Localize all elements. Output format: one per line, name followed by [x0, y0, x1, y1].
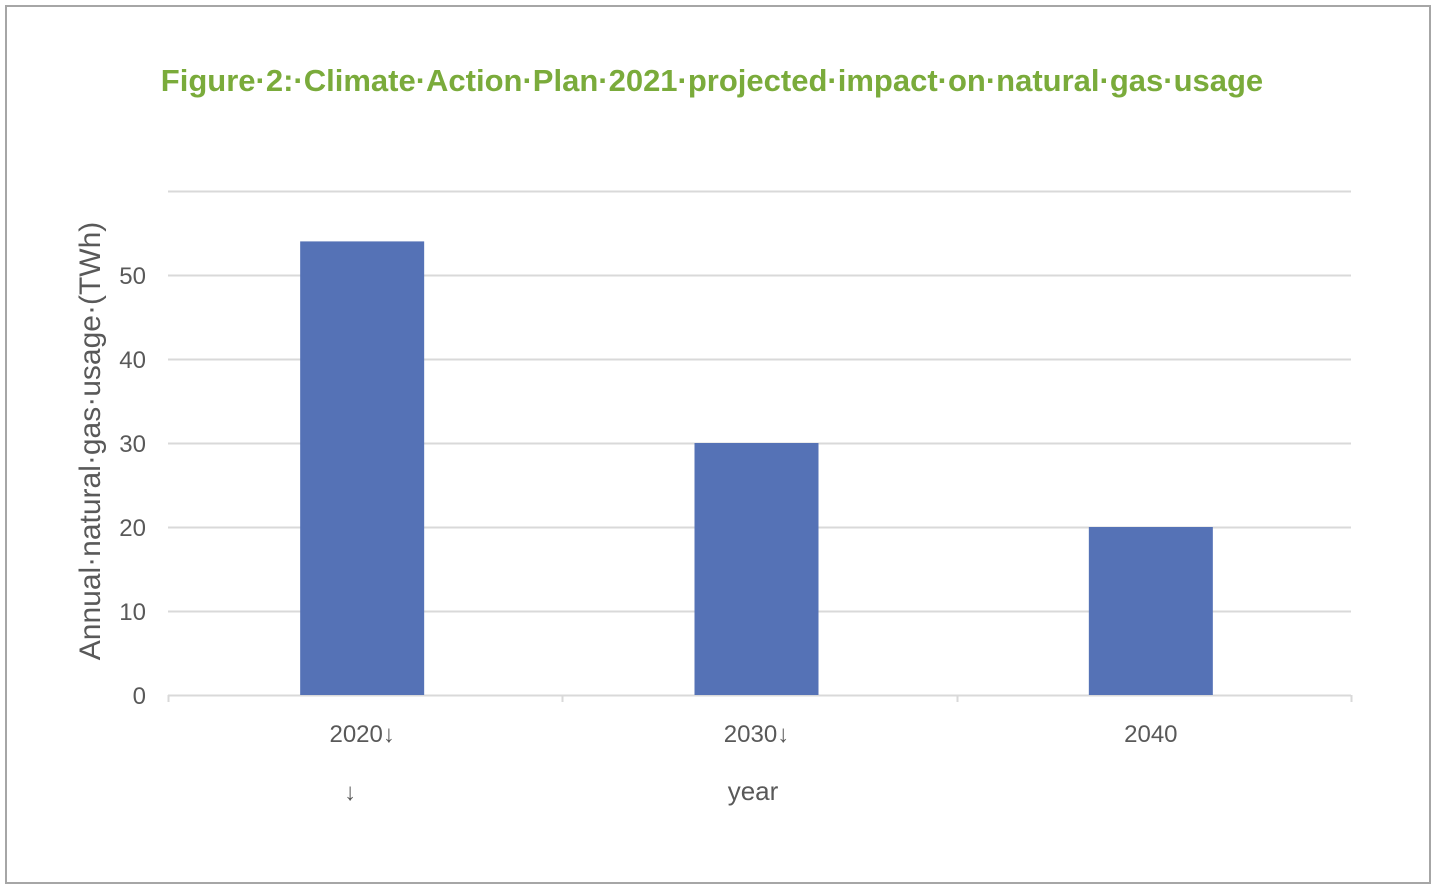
- bar: [694, 443, 819, 695]
- y-tick-label: 20: [119, 515, 146, 542]
- y-tick-label: 0: [133, 683, 146, 710]
- bar: [300, 241, 425, 695]
- y-tick-label: 10: [119, 599, 146, 626]
- bar: [1088, 527, 1213, 695]
- chart-title: Figure·2:·Climate·Action·Plan·2021·proje…: [160, 63, 1264, 98]
- x-axis-title: year: [728, 776, 779, 806]
- x-tick-label: 2020↓: [329, 721, 394, 748]
- x-tick-label: 2040: [1124, 721, 1177, 748]
- y-tick-label: 50: [119, 263, 146, 290]
- y-tick-label: 30: [119, 431, 146, 458]
- x-tick-label: 2030↓: [724, 721, 789, 748]
- x-tick-label-extra: ↓: [344, 779, 356, 806]
- y-tick-label: 40: [119, 347, 146, 374]
- y-axis-title: Annual·natural·gas·usage·(TWh): [74, 222, 107, 661]
